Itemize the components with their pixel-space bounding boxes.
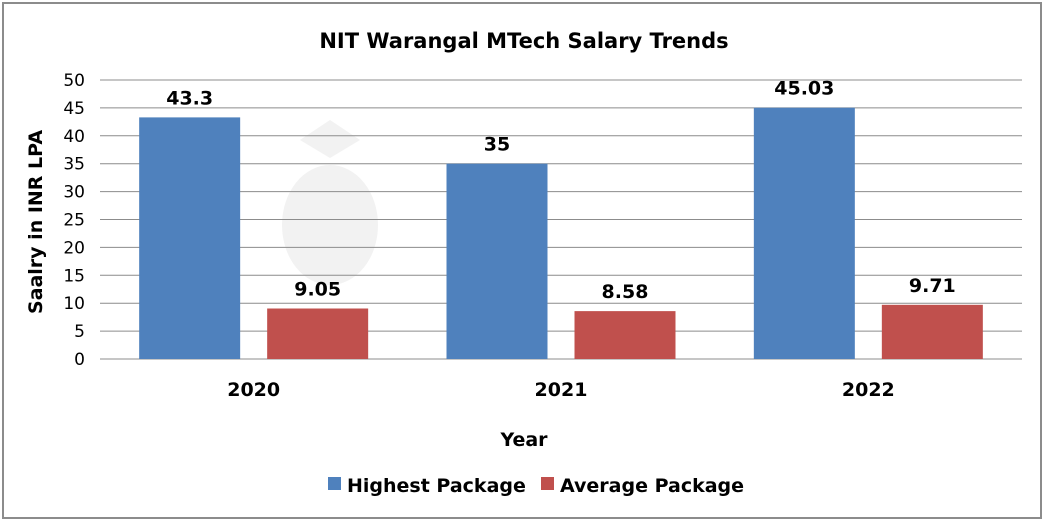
- y-tick-label: 15: [63, 266, 85, 286]
- bar-average-2021: [574, 311, 676, 359]
- graduation-cap-icon: [300, 120, 360, 158]
- y-tick-label: 5: [74, 322, 85, 342]
- bar-highest-2022: [753, 107, 855, 359]
- data-label: 9.05: [294, 279, 341, 301]
- bar-average-2022: [881, 304, 983, 359]
- x-tick-label: 2020: [227, 379, 280, 401]
- bar-highest-2021: [446, 163, 548, 359]
- data-label: 35: [484, 134, 510, 156]
- y-tick-label: 50: [63, 71, 85, 91]
- data-label: 43.3: [166, 87, 213, 109]
- legend-label-highest: Highest Package: [347, 475, 526, 497]
- bar-average-2020: [267, 308, 369, 359]
- y-axis-label: Saalry in INR LPA: [25, 130, 47, 314]
- x-axis-label: Year: [499, 429, 548, 451]
- legend: Highest Package Average Package: [328, 475, 744, 497]
- chart-title: NIT Warangal MTech Salary Trends: [319, 29, 728, 53]
- y-tick-label: 25: [63, 211, 85, 231]
- legend-label-average: Average Package: [560, 475, 744, 497]
- legend-swatch-highest: [328, 477, 341, 490]
- bar-highest-2020: [139, 117, 241, 359]
- y-tick-label: 45: [63, 99, 85, 119]
- data-label: 45.03: [774, 78, 834, 100]
- y-tick-label: 20: [63, 238, 85, 258]
- y-tick-label: 35: [63, 155, 85, 175]
- data-label: 9.71: [909, 275, 956, 297]
- y-tick-label: 10: [63, 294, 85, 314]
- chart-frame: [2, 2, 1042, 519]
- legend-swatch-average: [541, 477, 554, 490]
- x-tick-label: 2021: [535, 379, 588, 401]
- y-tick-label: 0: [74, 350, 85, 370]
- x-tick-label: 2022: [842, 379, 895, 401]
- data-label: 8.58: [602, 281, 649, 303]
- watermark-logo: [282, 120, 378, 285]
- y-tick-label: 30: [63, 183, 85, 203]
- watermark-pin-shape: [282, 165, 378, 285]
- y-tick-label: 40: [63, 127, 85, 147]
